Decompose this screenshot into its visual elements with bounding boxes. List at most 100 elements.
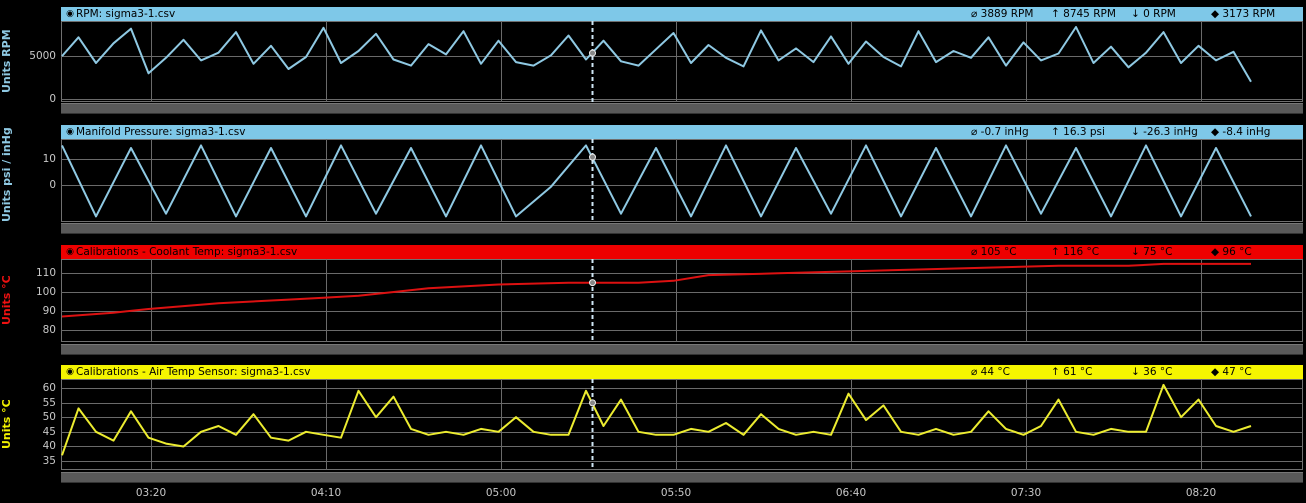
series-line (61, 26, 1252, 83)
clock-icon: ⌀ (971, 126, 981, 138)
y-tick-label: 5000 (29, 49, 56, 62)
stat-avg: ◆ -8.4 inHg (1211, 125, 1270, 139)
x-tick-label: 08:20 (1185, 487, 1217, 499)
stat-min: ↓ 36 °C (1131, 365, 1172, 379)
series-line (61, 383, 1252, 456)
avg-diamond-icon: ◆ (1211, 366, 1223, 378)
min-arrow-icon: ↓ (1131, 126, 1144, 138)
chart-svg (61, 139, 1303, 222)
horizontal-scrollbar[interactable] (61, 472, 1303, 483)
plot-area-rpm[interactable] (61, 21, 1303, 102)
chart-title: Manifold Pressure: sigma3-1.csv (76, 126, 246, 138)
avg-diamond-icon: ◆ (1211, 246, 1223, 258)
stat-value: 3173 RPM (1222, 8, 1276, 20)
y-tick-label: 0 (49, 178, 56, 191)
plot-area-coolant[interactable] (61, 259, 1303, 342)
plot-area-airtemp[interactable] (61, 379, 1303, 470)
y-tick-label: 35 (42, 454, 56, 467)
x-axis: 03:20 04:10 05:00 05:50 06:40 07:30 08:20 (61, 483, 1303, 503)
stat-value: 116 °C (1063, 246, 1100, 258)
x-tick-label: 03:20 (135, 487, 167, 499)
stat-max: ↑ 116 °C (1051, 245, 1099, 259)
x-tick-label: 05:00 (485, 487, 517, 499)
y-axis-label: Units °C (0, 399, 13, 450)
max-arrow-icon: ↑ (1051, 126, 1064, 138)
min-arrow-icon: ↓ (1131, 246, 1144, 258)
y-tick-label: 60 (42, 381, 56, 394)
chart-title: Calibrations - Coolant Temp: sigma3-1.cs… (76, 246, 298, 258)
eye-icon[interactable]: ◉ (66, 367, 74, 377)
stat-value: 96 °C (1222, 246, 1252, 258)
horizontal-scrollbar[interactable] (61, 103, 1303, 114)
avg-diamond-icon: ◆ (1211, 126, 1223, 138)
y-axis-label: Units RPM (0, 29, 13, 94)
stat-min: ↓ 75 °C (1131, 245, 1172, 259)
y-tick-label: 10 (42, 152, 56, 165)
stat-max: ↑ 61 °C (1051, 365, 1092, 379)
max-arrow-icon: ↑ (1051, 366, 1064, 378)
clock-icon: ⌀ (971, 246, 981, 258)
stat-value: 16.3 psi (1063, 126, 1105, 138)
clock-icon: ⌀ (971, 8, 981, 20)
clock-icon: ⌀ (971, 366, 981, 378)
x-tick-label: 06:40 (835, 487, 867, 499)
stat-value: -8.4 inHg (1222, 126, 1271, 138)
cursor-marker (589, 279, 596, 287)
stat-value: 8745 RPM (1063, 8, 1116, 20)
eye-icon[interactable]: ◉ (66, 9, 74, 19)
cursor-marker (589, 153, 596, 161)
chart-header-manifold[interactable]: ◉ Manifold Pressure: sigma3-1.csv ⌀ -0.7 i… (61, 125, 1303, 139)
y-tick-label: 100 (35, 285, 56, 298)
stat-min: ↓ -26.3 inHg (1131, 125, 1198, 139)
x-tick-label: 07:30 (1010, 487, 1042, 499)
stat-avg: ◆ 96 °C (1211, 245, 1252, 259)
y-tick-label: 80 (42, 323, 56, 336)
stat-value: 47 °C (1222, 366, 1252, 378)
stat-value: 44 °C (980, 366, 1010, 378)
eye-icon[interactable]: ◉ (66, 127, 74, 137)
chart-title: Calibrations - Air Temp Sensor: sigma3-1… (76, 366, 311, 378)
plot-border (61, 21, 1303, 102)
eye-icon[interactable]: ◉ (66, 247, 74, 257)
chart-title: RPM: sigma3-1.csv (76, 8, 176, 20)
stat-value: 3889 RPM (980, 8, 1034, 20)
chart-svg (61, 21, 1303, 102)
horizontal-scrollbar[interactable] (61, 344, 1303, 355)
horizontal-scrollbar[interactable] (61, 223, 1303, 234)
series-line (61, 262, 1251, 318)
stat-current: ⌀ 3889 RPM (971, 7, 1033, 21)
stat-current: ⌀ 44 °C (971, 365, 1010, 379)
chart-header-coolant[interactable]: ◉ Calibrations - Coolant Temp: sigma3-1.c… (61, 245, 1303, 259)
max-arrow-icon: ↑ (1051, 8, 1064, 20)
plot-area-manifold[interactable] (61, 139, 1303, 222)
stat-max: ↑ 16.3 psi (1051, 125, 1105, 139)
cursor-marker (589, 399, 596, 407)
y-tick-label: 0 (49, 92, 56, 105)
stat-value: 75 °C (1143, 246, 1173, 258)
stat-value: 105 °C (980, 246, 1017, 258)
y-tick-label: 55 (42, 396, 56, 409)
stat-min: ↓ 0 RPM (1131, 7, 1176, 21)
chart-header-rpm[interactable]: ◉ RPM: sigma3-1.csv ⌀ 3889 RPM ↑ 8745 RPM ↓ … (61, 7, 1303, 21)
plot-border (61, 139, 1303, 222)
plot-border (61, 259, 1303, 342)
chart-header-airtemp[interactable]: ◉ Calibrations - Air Temp Sensor: sigma3-… (61, 365, 1303, 379)
min-arrow-icon: ↓ (1131, 8, 1144, 20)
x-tick-label: 05:50 (660, 487, 692, 499)
y-tick-label: 90 (42, 304, 56, 317)
y-tick-label: 110 (35, 266, 56, 279)
y-tick-label: 50 (42, 410, 56, 423)
stat-value: -26.3 inHg (1143, 126, 1198, 138)
series-line (61, 144, 1252, 218)
stat-current: ⌀ 105 °C (971, 245, 1017, 259)
y-tick-label: 40 (42, 439, 56, 452)
max-arrow-icon: ↑ (1051, 246, 1064, 258)
stat-max: ↑ 8745 RPM (1051, 7, 1116, 21)
stat-value: 0 RPM (1143, 8, 1176, 20)
plot-border (61, 379, 1303, 470)
min-arrow-icon: ↓ (1131, 366, 1144, 378)
chart-svg (61, 379, 1303, 470)
stat-current: ⌀ -0.7 inHg (971, 125, 1029, 139)
stat-value: -0.7 inHg (980, 126, 1029, 138)
y-axis-label: Units psi / inHg (0, 127, 13, 222)
